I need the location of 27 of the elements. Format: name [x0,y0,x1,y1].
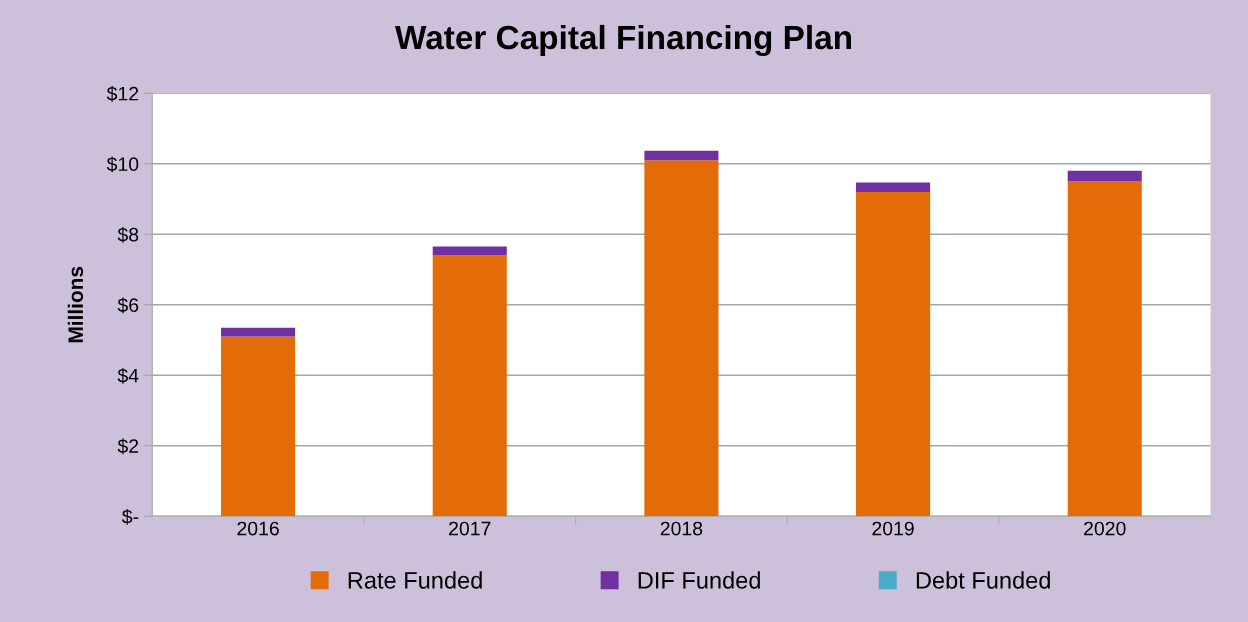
legend-label: Debt Funded [916,571,1050,589]
y-tick-label: $2 [117,438,139,455]
bar [1067,170,1142,182]
y-tick-label: $10 [106,156,139,173]
y-tick-label: $8 [117,226,139,243]
y-tick-label: $6 [117,297,139,314]
bar [221,336,296,517]
bar [432,255,507,517]
y-axis-title: Millions [67,266,84,343]
y-tick-label: $12 [106,85,139,102]
legend-label: DIF Funded [638,571,760,589]
bar [856,191,931,517]
bar [644,150,719,161]
y-tick-label: $- [121,508,139,525]
bar [221,327,296,337]
y-tick-label: $4 [117,367,139,384]
x-tick-label: 2020 [1084,521,1126,536]
bar [1067,181,1142,517]
bar [644,160,719,517]
x-tick-label: 2017 [449,521,491,536]
x-tick-label: 2019 [872,521,914,536]
chart-title: Water Capital Financing Plan [395,24,851,57]
x-tick-label: 2016 [237,521,279,536]
x-tick-label: 2018 [660,521,703,536]
legend-label: Rate Funded [348,571,482,589]
bar [432,246,507,256]
bar [856,182,931,192]
